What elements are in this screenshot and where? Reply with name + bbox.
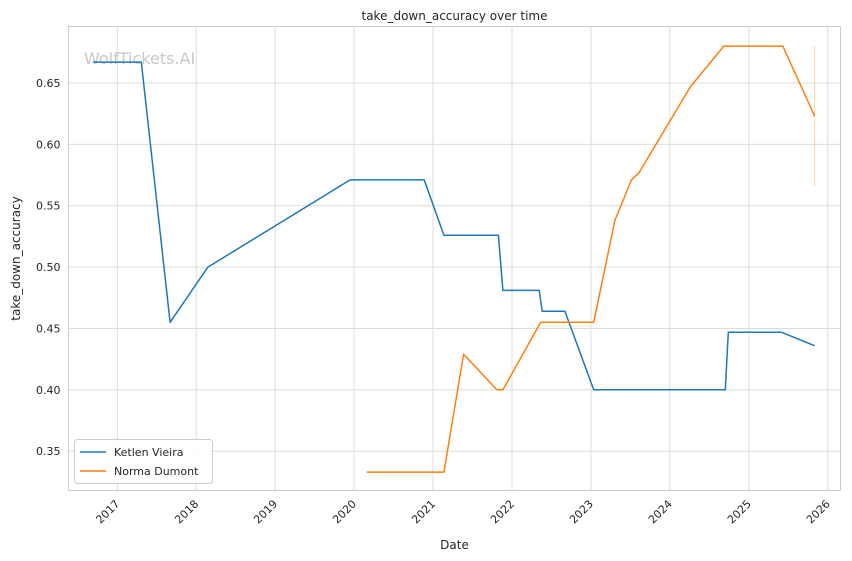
x-axis-label: Date — [440, 538, 469, 552]
y-tick-label-5: 0.60 — [36, 138, 61, 151]
y-tick-label-1: 0.40 — [36, 384, 61, 397]
y-tick-labels: 0.35 0.40 0.45 0.50 0.55 0.60 0.65 — [36, 77, 61, 458]
y-tick-label-2: 0.45 — [36, 322, 61, 335]
watermark: WolfTickets.AI — [84, 49, 195, 68]
y-tick-label-4: 0.55 — [36, 200, 61, 213]
y-axis-label: take_down_accuracy — [9, 196, 23, 320]
x-gridlines — [116, 26, 829, 491]
series-line-ketlen-vieira — [92, 61, 815, 391]
y-tick-label-0: 0.35 — [36, 445, 61, 458]
plot-frame — [68, 26, 841, 491]
legend-label-ketlen-vieira: Ketlen Vieira — [114, 446, 183, 459]
legend: Ketlen Vieira Norma Dumont — [74, 439, 213, 484]
y-tick-label-6: 0.65 — [36, 77, 61, 90]
series-line-norma-dumont — [366, 45, 816, 473]
chart-title: take_down_accuracy over time — [362, 9, 548, 23]
legend-label-norma-dumont: Norma Dumont — [114, 465, 199, 478]
y-tick-label-3: 0.50 — [36, 261, 61, 274]
series-layer — [92, 45, 816, 473]
legend-box — [74, 439, 213, 484]
